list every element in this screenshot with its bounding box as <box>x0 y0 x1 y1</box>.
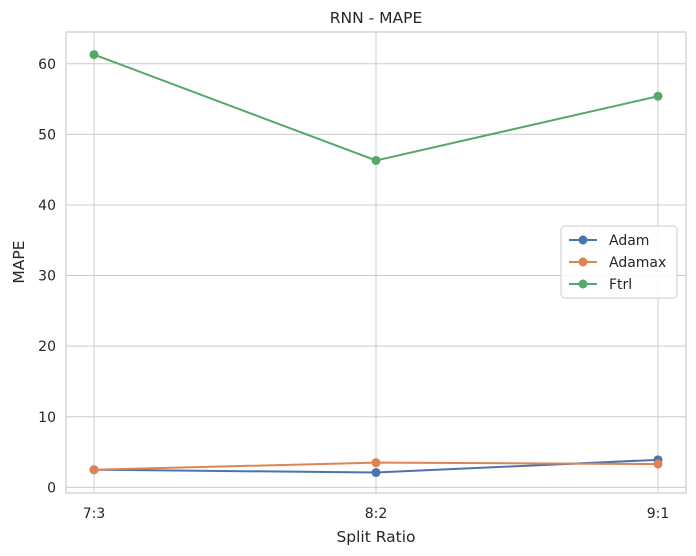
legend-label: Ftrl <box>609 277 632 293</box>
legend-item: Adamax <box>569 255 666 271</box>
y-tick-labels: 0 10 20 30 40 50 60 <box>38 57 56 497</box>
chart-title: RNN - MAPE <box>330 9 423 27</box>
y-tick-label: 30 <box>38 269 56 285</box>
legend-label: Adam <box>609 233 649 249</box>
legend-box <box>560 225 678 299</box>
legend-item: Ftrl <box>569 277 632 293</box>
y-tick-label: 40 <box>38 198 56 214</box>
data-point <box>371 155 381 165</box>
y-tick-label: 10 <box>38 410 56 426</box>
y-tick-label: 0 <box>47 480 56 496</box>
series-ftrl <box>89 50 663 165</box>
data-point <box>89 465 99 475</box>
series-adamax <box>89 458 663 475</box>
y-tick-label: 20 <box>38 339 56 355</box>
data-point <box>371 458 381 468</box>
data-point <box>653 91 663 101</box>
x-tick-label: 7:3 <box>83 506 106 522</box>
y-tick-label: 60 <box>38 57 56 73</box>
x-tick-label: 8:2 <box>365 506 388 522</box>
y-axis-label: MAPE <box>10 240 28 283</box>
x-tick-label: 9:1 <box>647 506 670 522</box>
legend: Adam Adamax Ftrl <box>560 225 678 299</box>
data-point <box>89 50 99 60</box>
plot-frame <box>65 31 687 494</box>
series-lines <box>89 50 663 478</box>
data-point <box>371 468 381 478</box>
legend-marker <box>578 279 588 289</box>
x-tick-labels: 7:3 8:2 9:1 <box>83 506 670 522</box>
y-tick-label: 50 <box>38 127 56 143</box>
legend-item: Adam <box>569 233 649 249</box>
legend-marker <box>578 235 588 245</box>
legend-marker <box>578 257 588 267</box>
x-axis-label: Split Ratio <box>336 528 415 546</box>
legend-label: Adamax <box>609 255 666 271</box>
data-point <box>653 459 663 469</box>
